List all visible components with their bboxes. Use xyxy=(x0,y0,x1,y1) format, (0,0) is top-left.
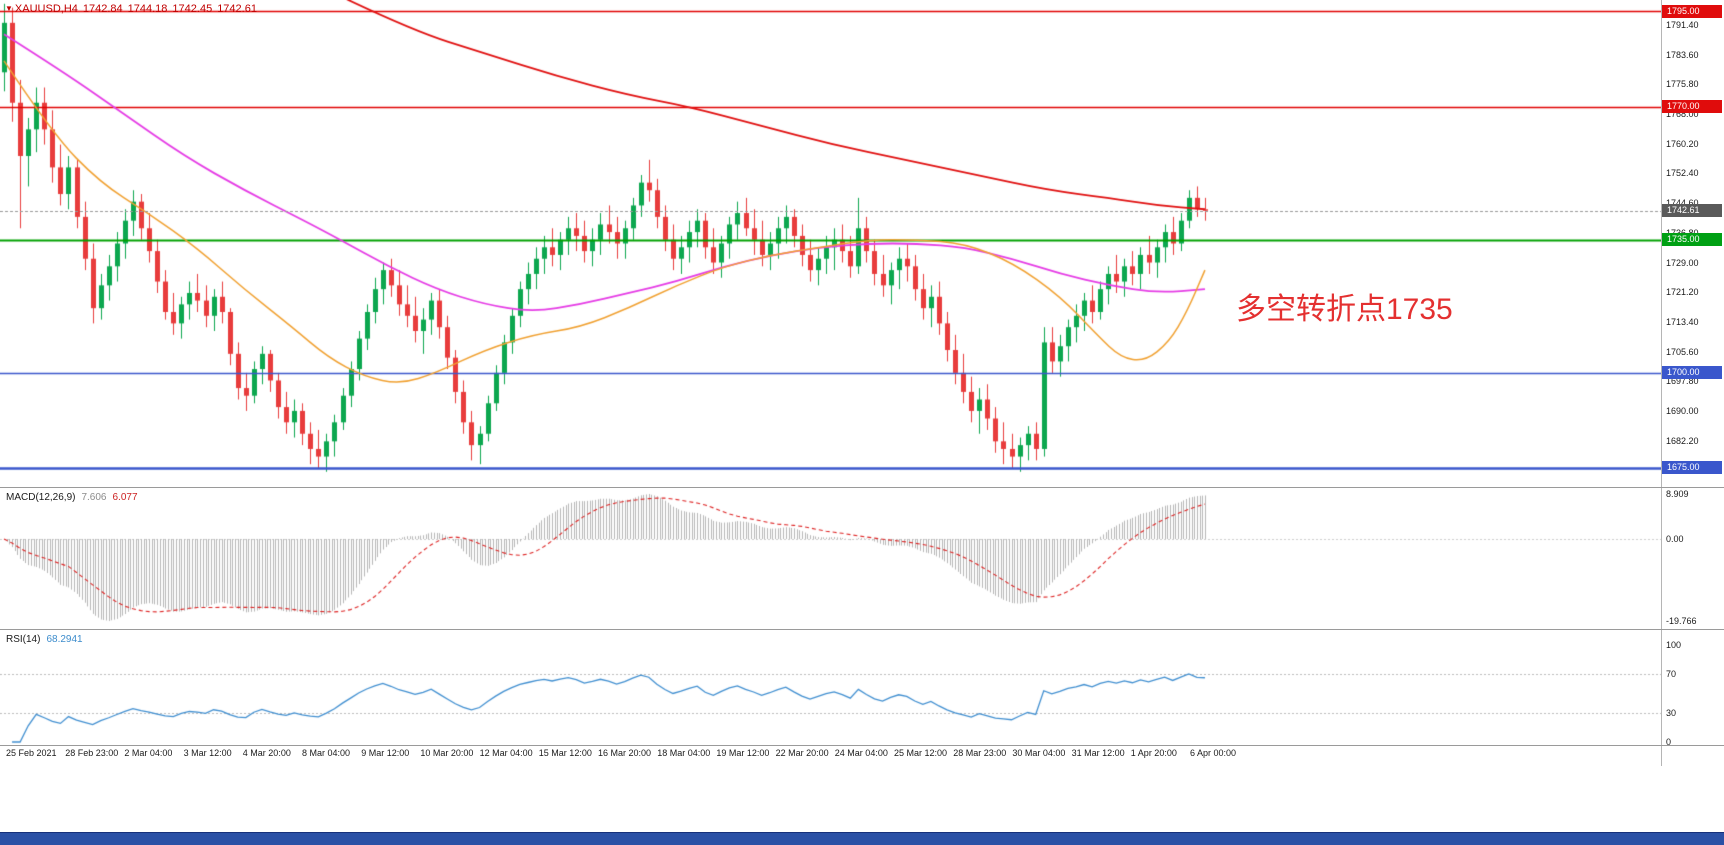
price-axis-tick: 1736.80 xyxy=(1666,228,1699,238)
ohlc-low: 1742.45 xyxy=(172,3,213,15)
rsi-axis-tick: 30 xyxy=(1666,707,1677,718)
time-axis-label: 9 Mar 12:00 xyxy=(361,748,410,758)
main-chart-canvas[interactable] xyxy=(0,0,1661,487)
time-axis-label: 12 Mar 04:00 xyxy=(479,748,533,758)
price-badge: 1700.00 xyxy=(1662,366,1722,380)
time-axis-label: 22 Mar 20:00 xyxy=(775,748,829,758)
price-axis-tick: 1752.40 xyxy=(1666,168,1699,179)
panel-separator-rsi[interactable] xyxy=(0,629,1724,630)
ohlc-close: 1742.61 xyxy=(217,3,257,15)
rsi-axis-tick: 100 xyxy=(1666,640,1682,650)
price-badge: 1742.61 xyxy=(1662,204,1722,218)
time-axis-label: 2 Mar 04:00 xyxy=(124,748,173,758)
time-axis-label: 25 Mar 12:00 xyxy=(894,748,948,758)
macd-axis-tick: -19.766 xyxy=(1666,616,1697,626)
price-axis-tick: 1744.60 xyxy=(1666,198,1699,209)
chart-symbol-title[interactable]: ▼ XAUUSD,H4 1742.84 1744.18 1742.45 1742.61 xyxy=(5,3,262,15)
price-axis-tick: 1697.80 xyxy=(1666,376,1699,387)
macd-panel-canvas[interactable] xyxy=(0,488,1661,629)
rsi-indicator-label: RSI(14) 68.2941 xyxy=(6,634,89,645)
window-bottom-bar xyxy=(0,832,1724,845)
time-axis-label: 4 Mar 20:00 xyxy=(242,748,291,758)
time-axis-label: 10 Mar 20:00 xyxy=(420,748,474,758)
price-axis-tick: 1783.60 xyxy=(1666,49,1699,60)
time-axis-label: 30 Mar 04:00 xyxy=(1012,748,1066,758)
price-axis-tick: 1721.20 xyxy=(1666,287,1699,298)
time-axis-separator xyxy=(0,745,1724,746)
time-axis-label: 6 Apr 00:00 xyxy=(1190,748,1237,758)
ohlc-open: 1742.84 xyxy=(82,3,123,15)
price-axis-tick: 1682.20 xyxy=(1666,435,1699,446)
price-axis-tick: 1713.40 xyxy=(1666,316,1699,327)
price-badge: 1675.00 xyxy=(1662,461,1722,475)
time-axis-label: 8 Mar 04:00 xyxy=(302,748,351,758)
macd-main-value: 7.606 xyxy=(81,492,107,503)
macd-indicator-label: MACD(12,26,9) 7.606 6.077 xyxy=(6,492,144,503)
time-axis-label: 15 Mar 12:00 xyxy=(538,748,592,758)
macd-signal-value: 6.077 xyxy=(112,492,138,503)
time-axis-label: 25 Feb 2021 xyxy=(6,748,57,758)
rsi-axis-tick: 0 xyxy=(1666,737,1672,747)
macd-axis-tick: 8.909 xyxy=(1666,489,1689,499)
time-axis-label: 28 Mar 23:00 xyxy=(953,748,1007,758)
time-axis-label: 16 Mar 20:00 xyxy=(598,748,652,758)
time-axis-label: 28 Feb 23:00 xyxy=(65,748,119,758)
time-axis-label: 18 Mar 04:00 xyxy=(657,748,711,758)
price-badge: 1770.00 xyxy=(1662,100,1722,114)
price-badge: 1795.00 xyxy=(1662,4,1722,18)
price-axis-tick: 1775.80 xyxy=(1666,79,1699,90)
price-axis-border xyxy=(1661,0,1662,766)
time-axis-label: 1 Apr 20:00 xyxy=(1130,748,1177,758)
price-axis-tick: 1760.20 xyxy=(1666,138,1699,149)
time-axis-label: 3 Mar 12:00 xyxy=(183,748,232,758)
price-axis-tick: 1768.00 xyxy=(1666,109,1699,120)
price-axis-tick: 1729.00 xyxy=(1666,257,1699,268)
panel-separator-macd[interactable] xyxy=(0,487,1724,488)
price-axis-tick: 1705.60 xyxy=(1666,346,1699,357)
symbol-name: XAUUSD,H4 xyxy=(14,3,78,15)
macd-axis-tick: 0.00 xyxy=(1666,533,1684,544)
rsi-panel-canvas[interactable] xyxy=(0,630,1661,745)
chart-annotation-text[interactable]: 多空转折点1735 xyxy=(1236,293,1453,326)
price-badge: 1735.00 xyxy=(1662,233,1722,247)
macd-label-text: MACD(12,26,9) xyxy=(6,492,76,503)
time-axis-label: 31 Mar 12:00 xyxy=(1071,748,1125,758)
rsi-label-text: RSI(14) xyxy=(6,634,41,645)
price-axis-tick: 1690.00 xyxy=(1666,405,1699,416)
rsi-axis-tick: 70 xyxy=(1666,669,1677,680)
ohlc-high: 1744.18 xyxy=(127,3,168,15)
price-axis-tick: 1791.40 xyxy=(1666,20,1699,31)
symbol-dropdown-icon: ▼ xyxy=(5,4,13,13)
time-axis-label: 19 Mar 12:00 xyxy=(716,748,770,758)
time-axis-label: 24 Mar 04:00 xyxy=(834,748,888,758)
rsi-value: 68.2941 xyxy=(46,634,83,645)
